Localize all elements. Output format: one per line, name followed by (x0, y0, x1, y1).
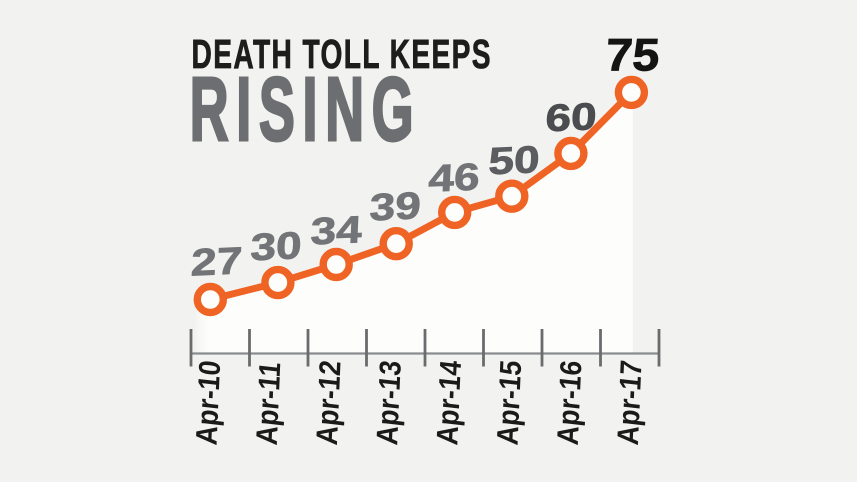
svg-text:RISING: RISING (190, 58, 422, 159)
svg-text:60: 60 (545, 95, 598, 140)
svg-text:Apr-15: Apr-15 (491, 359, 528, 447)
svg-text:39: 39 (369, 184, 422, 229)
svg-text:Apr-16: Apr-16 (551, 359, 588, 447)
svg-text:Apr-11: Apr-11 (250, 360, 287, 447)
svg-text:46: 46 (428, 155, 481, 200)
svg-text:50: 50 (488, 138, 541, 183)
svg-text:30: 30 (250, 224, 303, 269)
svg-text:Apr-10: Apr-10 (190, 359, 227, 447)
svg-text:Apr-14: Apr-14 (431, 359, 468, 447)
svg-text:Apr-12: Apr-12 (310, 359, 347, 447)
svg-text:27: 27 (190, 239, 243, 284)
svg-text:Apr-17: Apr-17 (611, 359, 648, 447)
svg-text:75: 75 (604, 29, 661, 80)
svg-text:34: 34 (310, 208, 364, 253)
svg-text:Apr-13: Apr-13 (371, 359, 408, 447)
svg-text:DEATH TOLL KEEPS: DEATH TOLL KEEPS (192, 32, 492, 77)
